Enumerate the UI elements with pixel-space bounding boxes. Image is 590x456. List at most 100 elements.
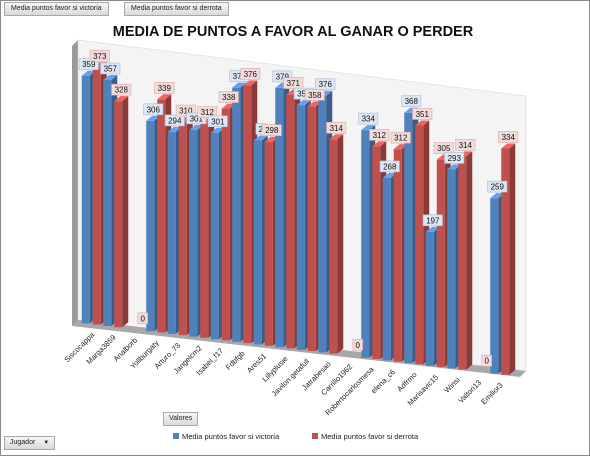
bar-side <box>509 143 516 375</box>
data-label: 312 <box>201 108 215 117</box>
chart-title: MEDIA DE PUNTOS A FAVOR AL GANAR O PERDE… <box>113 24 474 40</box>
bar-top <box>372 141 387 147</box>
bar <box>253 140 262 345</box>
bar <box>81 75 90 324</box>
bar-top <box>329 134 344 140</box>
data-label: 371 <box>233 72 247 81</box>
bar <box>318 95 327 353</box>
legend-label-derrota: Media puntos favor si derrota <box>321 432 419 441</box>
data-label: 328 <box>115 86 129 95</box>
bar <box>382 177 391 361</box>
bar <box>296 105 305 350</box>
data-label: 334 <box>502 133 516 142</box>
data-label-box <box>390 131 411 144</box>
data-label-box <box>240 68 261 80</box>
data-label: 368 <box>405 97 419 106</box>
data-label-box <box>401 95 422 108</box>
data-label: 376 <box>319 80 333 89</box>
data-label-box <box>100 62 121 75</box>
bar <box>264 141 273 346</box>
bar <box>275 87 284 348</box>
data-label-box <box>422 214 443 227</box>
data-label: 301 <box>190 114 204 123</box>
bar <box>490 198 499 374</box>
x-tick-label: Ares51 <box>245 352 268 375</box>
data-label-box <box>379 160 400 173</box>
data-label-box <box>175 104 196 117</box>
bar-top <box>243 80 258 86</box>
bar <box>404 112 413 364</box>
data-label-box <box>455 139 476 151</box>
legend-swatch-derrota <box>312 433 318 439</box>
data-label: 197 <box>426 216 440 225</box>
data-label-box <box>272 70 293 83</box>
bar-top <box>167 126 182 132</box>
bar <box>372 146 381 359</box>
bar <box>103 79 112 326</box>
bar <box>92 67 101 325</box>
bar <box>436 159 445 367</box>
bar-top <box>447 164 462 170</box>
data-label-box <box>498 131 519 143</box>
bar-top <box>361 125 376 131</box>
row-field-dropdown[interactable]: Jugador ▼ <box>4 436 56 450</box>
bar-top <box>189 124 204 130</box>
bar <box>157 99 166 333</box>
field-button-victoria[interactable]: Media puntos favor si victoria <box>4 2 109 16</box>
bar-top <box>490 193 505 199</box>
bar-top <box>425 226 440 232</box>
bar-side <box>122 96 129 328</box>
data-label: 294 <box>168 116 182 125</box>
bar-side <box>466 151 473 370</box>
data-label-box <box>304 89 325 101</box>
data-label: 379 <box>276 72 290 81</box>
data-label: 0 <box>485 357 490 366</box>
bar <box>232 87 241 342</box>
values-field-button[interactable]: Valores <box>163 412 199 426</box>
data-label-box <box>326 121 347 134</box>
data-label-box <box>186 112 207 125</box>
data-label-box <box>433 142 454 154</box>
data-label-box <box>218 91 239 103</box>
data-label: 314 <box>330 124 344 133</box>
data-label-box <box>369 129 390 141</box>
data-label: 358 <box>308 91 322 100</box>
bar-top <box>382 172 397 178</box>
chart-legend: Media puntos favor si victoria Media pun… <box>173 432 419 441</box>
data-label: 371 <box>287 79 301 88</box>
bar-top <box>253 135 268 141</box>
bar-top <box>210 127 225 133</box>
data-label: 373 <box>93 52 107 61</box>
data-label-box <box>154 82 175 94</box>
bar <box>458 156 467 370</box>
data-label: 2 <box>259 125 264 134</box>
data-label-box <box>487 180 508 193</box>
chevron-down-icon: ▼ <box>43 440 50 446</box>
data-label-box <box>197 106 218 118</box>
bar <box>167 131 176 334</box>
data-label: 310 <box>179 107 193 116</box>
data-label-box <box>207 115 228 128</box>
bar <box>425 231 434 366</box>
data-label-box <box>352 339 363 351</box>
bar <box>210 132 219 340</box>
data-label: 312 <box>394 134 408 143</box>
data-label: 376 <box>244 70 258 79</box>
x-tick-label: Winsi <box>442 375 462 395</box>
data-label-box <box>111 83 132 96</box>
data-label-box <box>78 58 99 71</box>
data-label: 359 <box>82 60 96 69</box>
bar-top <box>81 70 96 76</box>
data-label: 268 <box>383 162 397 171</box>
bar <box>146 120 155 332</box>
data-label: 301 <box>211 117 225 126</box>
legend-swatch-victoria <box>173 433 179 439</box>
field-button-derrota[interactable]: Media puntos favor si derrota <box>124 2 229 16</box>
bar-top <box>296 100 311 106</box>
data-label-box <box>261 124 282 136</box>
data-label: 259 <box>491 183 505 192</box>
data-label-box <box>143 103 164 116</box>
data-label: 298 <box>265 126 279 135</box>
bar <box>200 123 209 338</box>
